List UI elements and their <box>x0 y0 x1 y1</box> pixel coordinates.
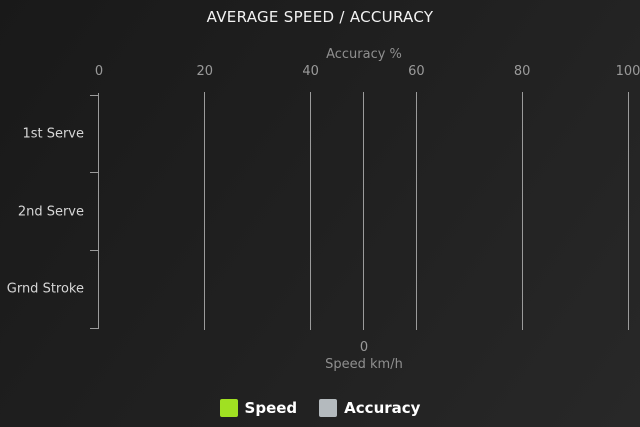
top-axis-tick-label: 40 <box>302 64 319 79</box>
bottom-axis-title: Speed km/h <box>325 357 403 372</box>
category-label: 2nd Serve <box>17 204 84 219</box>
gridline-accuracy-80 <box>521 92 523 330</box>
gridline-accuracy-60 <box>415 92 417 330</box>
top-axis-tick-label: 80 <box>513 64 531 79</box>
chart-title: AVERAGE SPEED / ACCURACY <box>206 8 434 26</box>
speed-series-swatch <box>219 399 238 417</box>
legend-label-accuracy: Accuracy <box>344 399 421 417</box>
top-axis-tick-label: 0 <box>94 64 104 79</box>
accuracy-series-swatch <box>319 399 338 417</box>
category-axis-tick <box>90 94 99 96</box>
category-label: 1st Serve <box>22 126 84 142</box>
gridline-accuracy-20 <box>204 92 206 330</box>
top-axis-title: Accuracy % <box>326 47 402 62</box>
top-axis-tick-label: 100 <box>615 64 640 79</box>
legend-item-accuracy[interactable]: Accuracy <box>319 399 420 417</box>
legend-label-speed: Speed <box>244 399 298 417</box>
category-axis-line <box>98 93 99 328</box>
category-axis-tick <box>90 249 99 251</box>
bottom-axis-tick-label: 0 <box>359 340 369 355</box>
legend: Speed Accuracy <box>0 399 640 417</box>
gridline-speed-0 <box>363 92 364 330</box>
top-axis-tick-label: 60 <box>408 64 425 79</box>
category-axis-tick <box>90 327 99 329</box>
legend-item-speed[interactable]: Speed <box>219 399 298 417</box>
gridline-accuracy-100 <box>627 92 629 330</box>
category-axis-tick <box>90 172 99 174</box>
category-label: Grnd Stroke <box>6 281 84 297</box>
gridline-accuracy-40 <box>310 92 312 330</box>
top-axis-tick-label: 20 <box>196 64 214 79</box>
